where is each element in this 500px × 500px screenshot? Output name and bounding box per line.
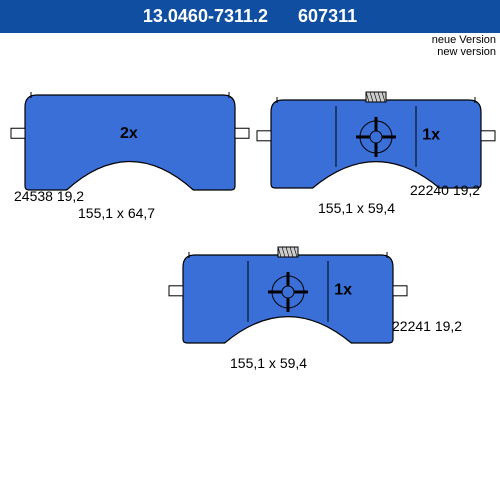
pad2-dimensions: 155,1 x 59,4 (318, 200, 395, 216)
header-bar: 13.0460-7311.2 607311 (0, 0, 500, 33)
brake-pad-1: 2x (10, 85, 250, 200)
pad3-ref-label: 22241 19,2 (392, 318, 462, 334)
pad3-dimensions: 155,1 x 59,4 (230, 355, 307, 371)
brake-pad-1-shape: 2x (10, 85, 250, 200)
version-line-1: neue Version (432, 34, 496, 46)
svg-text:1x: 1x (334, 282, 352, 299)
version-note: neue Version new version (432, 34, 496, 58)
brake-pad-3-shape: 1x (168, 245, 408, 353)
pad1-thickness: 19,2 (57, 188, 84, 204)
svg-text:1x: 1x (422, 127, 440, 144)
pad1-ref: 24538 (14, 188, 53, 204)
pad2-thickness: 19,2 (453, 182, 480, 198)
pad2-ref: 22240 (410, 182, 449, 198)
pad2-ref-label: 22240 19,2 (410, 182, 480, 198)
pad1-ref-label: 24538 19,2 (14, 188, 84, 204)
part-number-1: 13.0460-7311.2 (143, 6, 268, 26)
pad1-dimensions: 155,1 x 64,7 (78, 205, 155, 221)
svg-text:2x: 2x (120, 125, 138, 142)
pad3-ref: 22241 (392, 318, 431, 334)
version-line-2: new version (437, 46, 496, 58)
brake-pad-3: 1x (168, 245, 408, 353)
pad3-thickness: 19,2 (435, 318, 462, 334)
part-number-2: 607311 (298, 6, 357, 26)
